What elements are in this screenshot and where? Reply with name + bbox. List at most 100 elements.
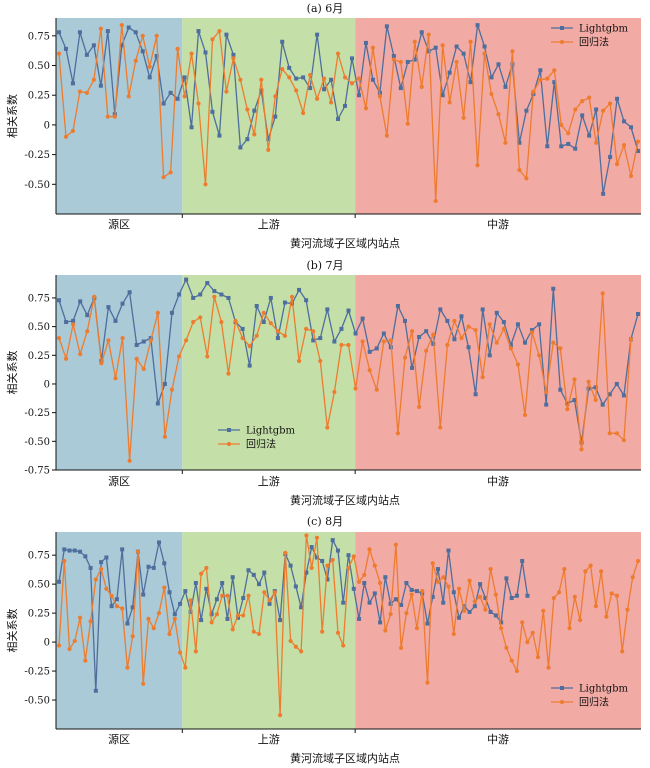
data-point	[282, 333, 288, 338]
data-point	[224, 32, 229, 37]
data-point	[77, 89, 83, 94]
data-point	[168, 90, 173, 95]
data-point	[629, 125, 634, 130]
data-point	[462, 608, 467, 613]
data-point	[556, 590, 562, 595]
data-point	[93, 688, 98, 693]
data-point	[551, 340, 556, 345]
data-point	[176, 354, 182, 359]
data-point	[594, 140, 599, 145]
data-point	[426, 32, 431, 37]
data-point	[441, 575, 446, 580]
data-point	[247, 344, 252, 349]
y-tick-label-1: 0.50	[28, 61, 50, 72]
data-point	[467, 578, 472, 583]
data-point	[409, 587, 414, 592]
data-point	[599, 569, 604, 574]
data-point	[299, 605, 304, 610]
data-point	[56, 51, 62, 56]
data-point	[496, 112, 501, 117]
data-point	[398, 86, 403, 91]
data-point	[409, 592, 414, 597]
data-point	[169, 310, 174, 315]
data-point	[477, 594, 483, 599]
data-point	[499, 620, 504, 625]
data-point	[212, 294, 217, 299]
data-point	[377, 94, 382, 99]
region-label-0: 源区	[108, 217, 130, 231]
data-point	[372, 563, 377, 568]
data-point	[314, 555, 319, 560]
data-point	[112, 114, 117, 119]
data-point	[262, 570, 267, 575]
data-point	[367, 600, 372, 605]
data-point	[278, 618, 283, 623]
y-tick-label-3: 0	[44, 638, 50, 649]
data-point	[240, 335, 245, 341]
data-point	[203, 182, 208, 187]
data-point	[220, 580, 225, 585]
data-point	[325, 425, 330, 430]
data-point	[508, 346, 514, 351]
data-point	[272, 590, 277, 595]
y-tick-label-5: -0.50	[24, 696, 50, 707]
data-point	[235, 615, 240, 620]
data-point	[318, 336, 323, 341]
data-point	[383, 575, 388, 580]
data-point	[346, 565, 351, 571]
data-point	[275, 329, 280, 334]
data-point	[226, 371, 231, 376]
data-point	[431, 332, 436, 337]
data-point	[133, 58, 138, 63]
data-point	[414, 589, 419, 594]
data-point	[342, 75, 348, 80]
data-point	[93, 577, 98, 582]
data-point	[130, 634, 135, 639]
data-point	[388, 601, 393, 606]
data-point	[91, 43, 96, 48]
data-point	[287, 65, 292, 70]
data-point	[520, 620, 525, 625]
data-point	[530, 328, 535, 333]
data-point	[203, 50, 208, 55]
data-point	[268, 295, 273, 300]
data-point	[551, 595, 556, 601]
data-point	[514, 668, 520, 674]
data-point	[454, 44, 459, 49]
data-point	[433, 45, 438, 50]
data-point	[388, 338, 393, 343]
data-point	[609, 591, 614, 596]
data-point	[188, 609, 193, 614]
data-point	[628, 173, 634, 179]
data-point	[56, 643, 62, 648]
data-point	[198, 315, 203, 320]
data-point	[151, 626, 156, 631]
data-point	[246, 568, 251, 573]
data-point	[332, 339, 337, 344]
data-point	[217, 28, 222, 34]
data-point	[452, 318, 457, 323]
data-point	[235, 613, 241, 618]
data-point	[288, 638, 293, 644]
data-point	[625, 607, 630, 612]
data-point	[419, 84, 424, 89]
data-point	[391, 57, 396, 62]
data-point	[330, 557, 335, 562]
data-point	[367, 349, 372, 354]
data-point	[288, 563, 293, 568]
data-point	[268, 321, 273, 326]
data-point	[168, 170, 173, 175]
data-point	[451, 631, 456, 637]
data-point	[441, 600, 446, 605]
data-point	[161, 101, 166, 106]
data-point	[155, 310, 160, 315]
data-point	[56, 335, 62, 341]
data-point	[294, 76, 299, 81]
data-point	[566, 131, 571, 136]
data-point	[417, 404, 422, 410]
data-point	[341, 643, 346, 648]
data-point	[573, 146, 578, 151]
data-point	[209, 612, 214, 617]
